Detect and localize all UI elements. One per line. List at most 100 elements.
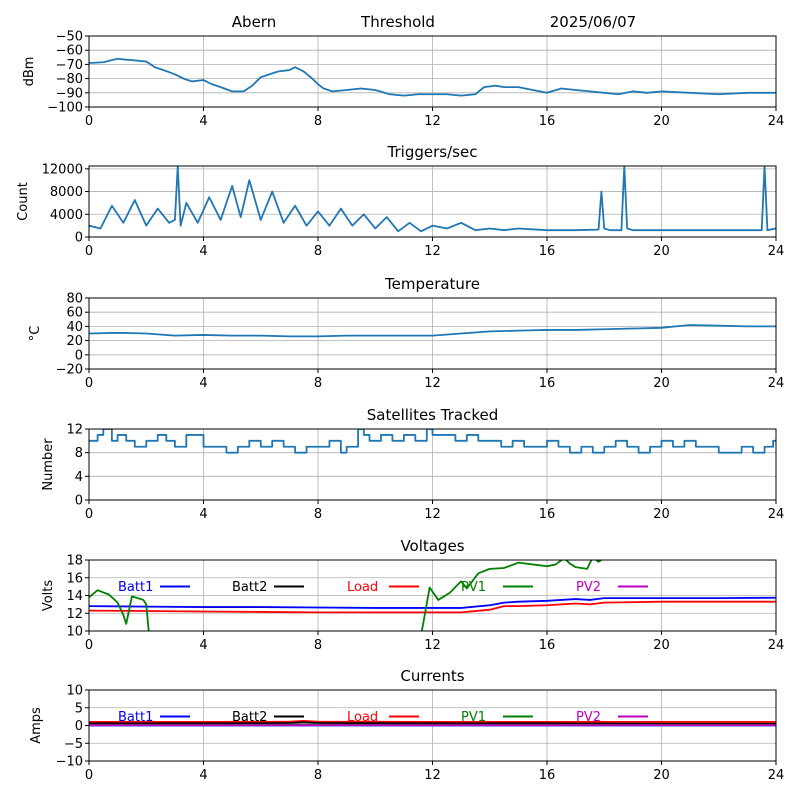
y-tick-label: −5 (64, 737, 83, 752)
x-tick-label: 4 (199, 244, 207, 259)
panel-currents: 0 4 8 12 16 20 24 −10 −5 0 5 10 Amps Currents Batt1 Bat… (29, 667, 784, 783)
y-tick-label: −100 (47, 101, 83, 116)
y-tick-label: 16 (66, 571, 83, 586)
x-tick-label: 8 (314, 114, 322, 129)
y-tick-label: 80 (66, 292, 83, 307)
y-tick-label: 40 (66, 320, 83, 335)
y-axis-label: °C (28, 326, 43, 342)
legend-label-batt2: Batt2 (232, 710, 267, 725)
x-tick-label: 16 (539, 638, 556, 653)
y-axis-label: dBm (22, 57, 37, 87)
series-line-satellites-0 (89, 429, 776, 454)
x-tick-label: 20 (653, 114, 670, 129)
legend-label-pv1: PV1 (461, 710, 486, 725)
x-tick-label: 12 (424, 768, 441, 783)
y-axis-label: Volts (41, 580, 56, 612)
legend-label-pv2: PV2 (576, 580, 601, 595)
series-line-triggers-0 (89, 166, 776, 233)
y-tick-label: 10 (66, 684, 83, 699)
legend-label-load: Load (347, 580, 378, 595)
legend-label-pv2: PV2 (576, 710, 601, 725)
x-tick-label: 8 (314, 768, 322, 783)
y-tick-label: 14 (66, 589, 83, 604)
x-tick-label: 8 (314, 638, 322, 653)
x-tick-label: 4 (199, 114, 207, 129)
y-tick-label: 4 (75, 470, 83, 485)
y-tick-label: −20 (56, 363, 83, 378)
x-tick-label: 8 (314, 507, 322, 522)
series-line-batt1 (89, 596, 776, 609)
y-tick-label: 0 (75, 494, 83, 509)
x-tick-label: 16 (539, 244, 556, 259)
y-tick-label: 0 (75, 231, 83, 246)
panel-title: Satellites Tracked (367, 406, 498, 424)
panel-triggers: 0 4 8 12 16 20 24 0 4000 8000 12000 Count Triggers/s… (16, 143, 784, 259)
x-tick-label: 24 (768, 507, 785, 522)
x-tick-label: 12 (424, 244, 441, 259)
series-line-batt2 (89, 721, 776, 725)
x-tick-label: 0 (85, 244, 93, 259)
series-line-temperature-0 (89, 324, 776, 338)
y-tick-label: 5 (75, 701, 83, 716)
y-tick-label: 10 (66, 625, 83, 640)
x-tick-label: 16 (539, 114, 556, 129)
x-tick-label: 12 (424, 507, 441, 522)
x-tick-label: 4 (199, 376, 207, 391)
header-mode: Threshold (360, 13, 435, 31)
panel-voltages: 0 4 8 12 16 20 24 10 12 14 16 18 Volts Voltages Batt1 B… (41, 537, 784, 653)
x-tick-label: 20 (653, 507, 670, 522)
x-tick-label: 0 (85, 114, 93, 129)
y-tick-label: −10 (56, 755, 83, 770)
x-tick-label: 16 (539, 768, 556, 783)
x-tick-label: 24 (768, 244, 785, 259)
x-tick-label: 12 (424, 114, 441, 129)
x-tick-label: 24 (768, 114, 785, 129)
x-tick-label: 24 (768, 638, 785, 653)
x-tick-label: 24 (768, 768, 785, 783)
header-date: 2025/06/07 (550, 13, 636, 31)
y-tick-label: −60 (56, 44, 83, 59)
x-tick-label: 4 (199, 638, 207, 653)
x-tick-label: 16 (539, 376, 556, 391)
x-tick-label: 20 (653, 376, 670, 391)
x-tick-label: 8 (314, 376, 322, 391)
y-tick-label: 18 (66, 554, 83, 569)
y-tick-label: −80 (56, 72, 83, 87)
series-line-signal-0 (89, 57, 776, 97)
x-tick-label: 20 (653, 768, 670, 783)
x-tick-label: 4 (199, 507, 207, 522)
x-tick-label: 0 (85, 507, 93, 522)
series-group (89, 57, 776, 97)
y-tick-label: 0 (75, 348, 83, 363)
y-tick-label: −90 (56, 86, 83, 101)
x-tick-label: 20 (653, 244, 670, 259)
panel-satellites: 0 4 8 12 16 20 24 0 4 8 12 Number Satellites Tracked (41, 406, 784, 522)
legend-label-pv1: PV1 (461, 580, 486, 595)
y-tick-label: 20 (66, 334, 83, 349)
y-tick-label: −50 (56, 30, 83, 45)
x-tick-label: 8 (314, 244, 322, 259)
legend-label-load: Load (347, 710, 378, 725)
x-tick-label: 12 (424, 376, 441, 391)
series-group (89, 429, 776, 454)
x-tick-label: 12 (424, 638, 441, 653)
y-tick-label: −70 (56, 58, 83, 73)
x-tick-label: 0 (85, 768, 93, 783)
legend-label-batt1: Batt1 (118, 710, 153, 725)
y-tick-label: 8 (75, 446, 83, 461)
x-tick-label: 16 (539, 507, 556, 522)
y-tick-label: 12 (66, 423, 83, 438)
series-line-pv1 (89, 560, 604, 631)
series-line-load (89, 600, 776, 614)
legend-label-batt2: Batt2 (232, 580, 267, 595)
panel-signal: 0 4 8 12 16 20 24 −100−90−80−70−60−50 dBm (22, 30, 784, 130)
series-group (89, 560, 776, 631)
series-group (89, 166, 776, 233)
panel-title: Temperature (384, 275, 480, 293)
header-site: Abern (232, 13, 276, 31)
y-tick-label: 0 (75, 719, 83, 734)
series-line-load (89, 719, 776, 723)
